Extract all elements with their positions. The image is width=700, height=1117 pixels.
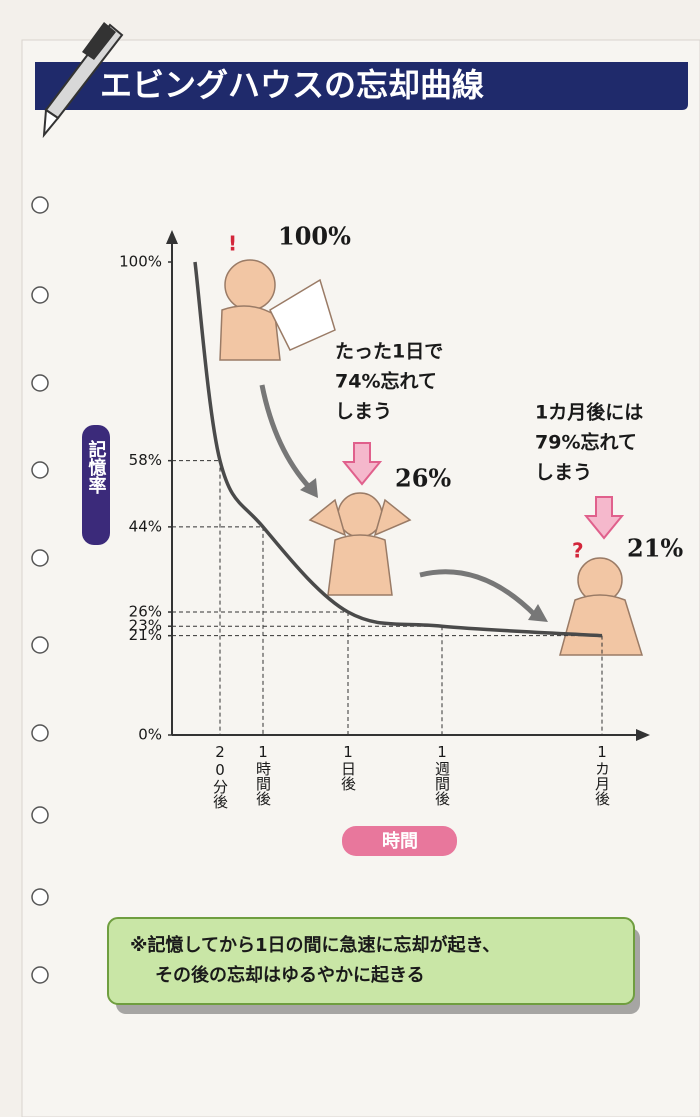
y-label-box bbox=[82, 425, 110, 545]
x-tick-label: 20分後 bbox=[211, 743, 229, 809]
annotation: 1カ月後には bbox=[535, 401, 643, 424]
annotation: たった1日で bbox=[335, 341, 443, 363]
y-tick-label: 21% bbox=[129, 626, 162, 644]
note-box bbox=[107, 917, 640, 1014]
x-tick-label: 1日後 bbox=[339, 743, 357, 791]
x-tick-label: 1カ月後 bbox=[593, 743, 611, 806]
x-axis-label: 時間 bbox=[382, 831, 418, 852]
title-banner bbox=[35, 62, 688, 110]
y-axis-label: 記憶率 bbox=[86, 439, 107, 495]
axes bbox=[166, 230, 650, 741]
question: ? bbox=[572, 539, 584, 563]
chart-title: エビングハウスの忘却曲線 bbox=[100, 66, 484, 104]
binder-holes bbox=[31, 196, 49, 984]
flow-arrowheads bbox=[300, 478, 548, 622]
annotation: しまう bbox=[335, 401, 392, 423]
note-text: その後の忘却はゆるやかに起きる bbox=[155, 964, 425, 986]
x-tick-label: 1時間後 bbox=[254, 743, 272, 806]
annotation: しまう bbox=[535, 462, 592, 484]
note-text: ※記憶してから1日の間に急速に忘却が起き、 bbox=[130, 934, 500, 956]
annotation: 79%忘れて bbox=[535, 431, 637, 454]
point-label: 100% bbox=[278, 222, 351, 251]
y-tick-label: 0% bbox=[138, 726, 162, 744]
forgetting-curve bbox=[193, 261, 603, 638]
point-label: 21% bbox=[627, 534, 683, 563]
exclaim: ! bbox=[228, 232, 237, 256]
y-tick-label: 58% bbox=[129, 451, 162, 469]
figures bbox=[219, 259, 644, 656]
point-label: 26% bbox=[395, 464, 451, 493]
y-tick-label: 26% bbox=[129, 603, 162, 621]
flow-arrows bbox=[259, 384, 537, 617]
y-tick-label: 100% bbox=[119, 253, 162, 271]
annotation: 74%忘れて bbox=[335, 370, 437, 393]
y-tick-label: 44% bbox=[129, 517, 162, 535]
pen-icon bbox=[42, 22, 124, 139]
y-tick-label: 23% bbox=[129, 617, 162, 635]
pink-arrows bbox=[341, 442, 625, 540]
x-tick-label: 1週間後 bbox=[433, 743, 451, 806]
x-label-box bbox=[342, 826, 457, 856]
